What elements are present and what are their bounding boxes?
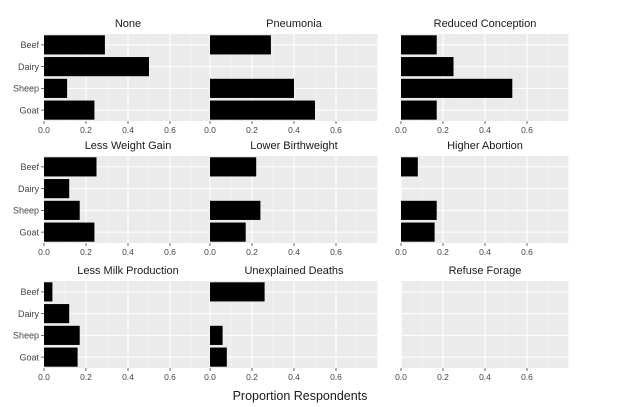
panel-less-weight-gain-bar-dairy <box>44 179 70 199</box>
x-tick-label: 0.6 <box>330 247 342 257</box>
panel-less-weight-gain-title: Less Weight Gain <box>85 140 172 152</box>
x-tick-label: 0.0 <box>395 125 407 135</box>
x-tick-label: 0.6 <box>330 125 342 135</box>
category-label-goat: Goat <box>19 227 39 237</box>
category-label-beef: Beef <box>20 287 39 297</box>
panel-reduced-conception-bar-sheep <box>401 78 513 98</box>
x-tick-label: 0.4 <box>122 372 134 382</box>
x-tick-label: 0.4 <box>288 372 300 382</box>
panel-pneumonia-bar-beef <box>210 35 271 55</box>
panel-unexplained-deaths-bar-beef <box>210 282 265 302</box>
category-label-beef: Beef <box>20 162 39 172</box>
panel-lower-birthweight-bar-sheep <box>210 200 261 220</box>
panel-reduced-conception-title: Reduced Conception <box>434 18 537 30</box>
category-label-goat: Goat <box>19 105 39 115</box>
category-label-dairy: Dairy <box>18 309 40 319</box>
x-tick-label: 0.0 <box>38 125 50 135</box>
panel-less-milk-production-bar-sheep <box>44 325 80 345</box>
x-tick-label: 0.4 <box>288 247 300 257</box>
panel-less-weight-gain-bar-beef <box>44 157 97 177</box>
x-tick-label: 0.6 <box>521 247 533 257</box>
x-tick-label: 0.0 <box>38 247 50 257</box>
panel-none: None Beef Dairy Sheep Goat 0.0 0.2 0.4 0.6 <box>13 18 213 135</box>
panel-reduced-conception: Reduced Conception 0.0 0.2 0.4 0.6 <box>395 18 570 135</box>
panel-lower-birthweight-bar-goat <box>210 222 246 242</box>
x-tick-label: 0.4 <box>288 125 300 135</box>
x-tick-label: 0.6 <box>164 372 176 382</box>
x-tick-label: 0.0 <box>204 125 216 135</box>
panel-pneumonia-bar-sheep <box>210 78 294 98</box>
x-tick-label: 0.2 <box>437 125 449 135</box>
x-tick-label: 0.4 <box>479 247 491 257</box>
x-tick-label: 0.6 <box>164 247 176 257</box>
x-tick-label: 0.2 <box>437 247 449 257</box>
x-tick-label: 0.2 <box>246 247 258 257</box>
x-tick-label: 0.0 <box>395 372 407 382</box>
x-tick-label: 0.6 <box>521 372 533 382</box>
x-tick-label: 0.2 <box>80 372 92 382</box>
panel-none-title: None <box>115 18 141 30</box>
panel-unexplained-deaths-title: Unexplained Deaths <box>244 265 344 277</box>
panel-pneumonia: Pneumonia 0.0 0.2 0.4 0.6 <box>204 18 379 135</box>
panel-less-milk-production-title: Less Milk Production <box>77 265 179 277</box>
x-tick-label: 0.0 <box>204 372 216 382</box>
panel-refuse-forage: Refuse Forage 0.0 0.2 0.4 0.6 <box>395 265 570 382</box>
x-tick-label: 0.2 <box>437 372 449 382</box>
panel-reduced-conception-bar-goat <box>401 100 437 120</box>
x-tick-label: 0.4 <box>479 125 491 135</box>
panel-less-milk-production: Less Milk Production Beef Dairy Sheep Goat 0.… <box>13 265 213 382</box>
category-label-sheep: Sheep <box>13 206 39 216</box>
panel-none-bar-goat <box>44 100 95 120</box>
x-tick-label: 0.2 <box>80 247 92 257</box>
x-tick-label: 0.0 <box>395 247 407 257</box>
panel-none-bar-sheep <box>44 78 68 98</box>
panel-higher-abortion-bar-goat <box>401 222 435 242</box>
x-tick-label: 0.6 <box>521 125 533 135</box>
x-tick-label: 0.4 <box>479 372 491 382</box>
panel-pneumonia-title: Pneumonia <box>266 18 323 30</box>
panel-less-weight-gain: Less Weight Gain Beef Dairy Sheep Goat 0.0 0.2… <box>13 140 213 257</box>
panel-refuse-forage-title: Refuse Forage <box>449 265 522 277</box>
x-tick-label: 0.6 <box>164 125 176 135</box>
panel-lower-birthweight-title: Lower Birthweight <box>250 140 337 152</box>
panel-none-bar-dairy <box>44 57 149 77</box>
panel-higher-abortion-bar-sheep <box>401 200 437 220</box>
panel-reduced-conception-bar-beef <box>401 35 437 55</box>
panel-less-milk-production-bar-beef <box>44 282 53 302</box>
panel-less-weight-gain-bar-sheep <box>44 200 80 220</box>
x-tick-label: 0.2 <box>246 125 258 135</box>
category-label-dairy: Dairy <box>18 184 40 194</box>
x-axis-title: Proportion Respondents <box>233 389 368 403</box>
panel-higher-abortion-bar-beef <box>401 157 418 177</box>
panel-pneumonia-bar-goat <box>210 100 315 120</box>
category-label-beef: Beef <box>20 40 39 50</box>
panel-higher-abortion: Higher Abortion 0.0 0.2 0.4 0.6 <box>395 140 570 257</box>
x-tick-label: 0.4 <box>122 125 134 135</box>
panel-less-milk-production-bar-goat <box>44 347 78 367</box>
panel-lower-birthweight-bar-beef <box>210 157 257 177</box>
category-label-sheep: Sheep <box>13 331 39 341</box>
panel-lower-birthweight: Lower Birthweight 0.0 0.2 0.4 0.6 <box>204 140 379 257</box>
x-tick-label: 0.6 <box>330 372 342 382</box>
panel-less-weight-gain-bar-goat <box>44 222 95 242</box>
panel-unexplained-deaths: Unexplained Deaths 0.0 0.2 0.4 0.6 <box>204 265 379 382</box>
x-tick-label: 0.2 <box>246 372 258 382</box>
panel-reduced-conception-bar-dairy <box>401 57 454 77</box>
category-label-dairy: Dairy <box>18 62 40 72</box>
panel-less-milk-production-bar-dairy <box>44 304 70 324</box>
panel-none-bar-beef <box>44 35 105 55</box>
x-tick-label: 0.0 <box>38 372 50 382</box>
panel-higher-abortion-title: Higher Abortion <box>447 140 523 152</box>
category-label-sheep: Sheep <box>13 84 39 94</box>
category-label-goat: Goat <box>19 352 39 362</box>
x-tick-label: 0.2 <box>80 125 92 135</box>
x-tick-label: 0.0 <box>204 247 216 257</box>
x-tick-label: 0.4 <box>122 247 134 257</box>
panel-unexplained-deaths-bar-sheep <box>210 325 223 345</box>
panel-unexplained-deaths-bar-goat <box>210 347 227 367</box>
